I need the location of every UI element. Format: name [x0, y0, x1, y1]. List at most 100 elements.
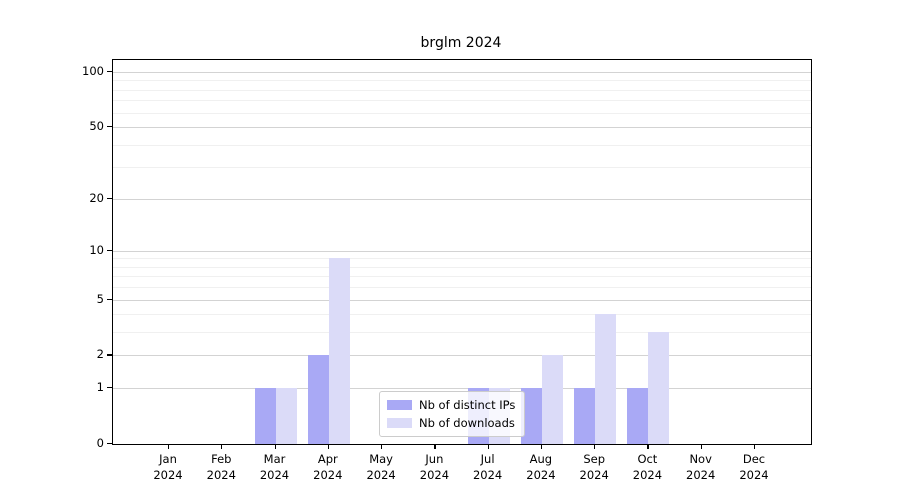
x-tick-mark	[647, 444, 649, 449]
x-tick-year: 2024	[472, 468, 503, 482]
bar-sep-distinct-ips	[574, 388, 596, 444]
x-tick-year: 2024	[206, 468, 236, 482]
y-tick-label: 5	[96, 291, 104, 306]
x-tick-mark	[594, 444, 596, 449]
x-tick-year: 2024	[259, 468, 290, 482]
y-tick-mark	[107, 126, 112, 128]
chart-title: brglm 2024	[420, 35, 502, 51]
bar-mar-distinct-ips	[254, 388, 276, 444]
x-tick-mark	[434, 444, 436, 449]
x-tick-year: 2024	[526, 468, 556, 482]
y-tick-mark	[107, 354, 112, 356]
x-tick-label-jan: Jan 2024	[132, 451, 204, 483]
minor-gridline	[113, 80, 811, 82]
y-tick-mark	[107, 443, 112, 445]
legend-label: Nb of distinct IPs	[419, 398, 516, 412]
major-gridline	[113, 250, 811, 252]
x-tick-label-nov: Nov 2024	[665, 451, 737, 483]
major-gridline	[113, 388, 811, 390]
bar-apr-distinct-ips	[307, 355, 329, 444]
minor-gridline	[113, 287, 811, 289]
minor-gridline	[113, 258, 811, 260]
minor-gridline	[113, 266, 811, 268]
x-tick-year: 2024	[366, 468, 396, 482]
major-gridline	[113, 71, 811, 73]
y-tick-label: 50	[89, 119, 104, 133]
x-tick-label-oct: Oct 2024	[611, 451, 683, 483]
x-tick-month: Nov	[689, 452, 712, 466]
x-tick-label-jul: Jul 2024	[452, 451, 524, 483]
x-tick-year: 2024	[313, 468, 343, 482]
bar-oct-distinct-ips	[627, 388, 649, 444]
x-tick-year: 2024	[579, 468, 609, 482]
major-gridline	[113, 127, 811, 128]
x-tick-month: Sep	[583, 452, 606, 466]
x-tick-label-dec: Dec 2024	[718, 451, 790, 483]
x-tick-mark	[168, 444, 170, 449]
x-tick-mark	[327, 444, 329, 449]
x-tick-year: 2024	[686, 468, 716, 482]
x-tick-month: Jul	[480, 452, 495, 466]
legend-swatch-icon	[387, 400, 412, 410]
bar-oct-downloads	[648, 332, 670, 444]
legend-swatch-icon	[387, 418, 412, 428]
x-tick-mark	[274, 444, 276, 449]
x-tick-mark	[540, 444, 543, 449]
legend-label: Nb of downloads	[419, 416, 515, 430]
y-tick-mark	[107, 70, 112, 73]
x-tick-label-jun: Jun 2024	[398, 451, 470, 483]
major-gridline	[113, 198, 811, 200]
x-tick-year: 2024	[632, 468, 663, 482]
x-tick-label-sep: Sep 2024	[558, 451, 630, 483]
x-tick-label-apr: Apr 2024	[292, 451, 364, 483]
x-tick-mark	[487, 444, 489, 449]
y-tick-label: 0	[96, 436, 104, 450]
y-tick-label: 2	[96, 347, 104, 362]
major-gridline	[113, 355, 811, 357]
x-tick-month: Aug	[529, 452, 553, 466]
x-tick-mark	[754, 444, 756, 449]
x-tick-label-may: May 2024	[345, 451, 417, 483]
minor-gridline	[113, 112, 811, 114]
y-tick-label: 100	[82, 63, 104, 78]
x-tick-month: Jan	[159, 452, 177, 466]
plot-area	[112, 59, 812, 445]
minor-gridline	[113, 100, 811, 102]
y-tick-mark	[107, 387, 112, 389]
y-tick-mark	[107, 298, 112, 300]
y-tick-label: 20	[89, 190, 104, 205]
bar-apr-downloads	[328, 258, 350, 444]
x-tick-label-mar: Mar 2024	[239, 451, 311, 483]
bar-aug-downloads	[541, 355, 563, 444]
minor-gridline	[113, 314, 811, 316]
x-tick-month: Oct	[637, 452, 658, 466]
y-tick-label: 10	[89, 242, 104, 257]
x-tick-month: Mar	[263, 452, 286, 466]
bar-sep-downloads	[595, 314, 617, 444]
y-tick-label: 1	[96, 380, 104, 395]
minor-gridline	[113, 276, 811, 278]
minor-gridline	[113, 167, 811, 169]
bar-aug-distinct-ips	[520, 388, 542, 444]
x-tick-month: Dec	[742, 452, 766, 466]
y-tick-mark	[107, 197, 112, 199]
x-tick-year: 2024	[739, 468, 769, 482]
minor-gridline	[113, 144, 811, 146]
x-tick-month: Jun	[425, 452, 444, 466]
x-tick-month: Feb	[211, 452, 232, 466]
y-tick-mark	[107, 249, 112, 251]
x-tick-month: Apr	[317, 452, 338, 466]
x-tick-label-feb: Feb 2024	[185, 451, 257, 483]
x-tick-mark	[700, 444, 702, 449]
bar-mar-downloads	[275, 388, 297, 444]
x-tick-mark	[221, 444, 223, 449]
legend-item: Nb of distinct IPs	[387, 398, 515, 412]
minor-gridline	[113, 332, 811, 334]
major-gridline	[113, 299, 811, 301]
x-tick-mark	[381, 444, 383, 449]
x-tick-year: 2024	[419, 468, 450, 482]
x-tick-label-aug: Aug 2024	[505, 451, 577, 483]
legend: Nb of distinct IPs Nb of downloads	[379, 391, 526, 437]
minor-gridline	[113, 89, 811, 91]
